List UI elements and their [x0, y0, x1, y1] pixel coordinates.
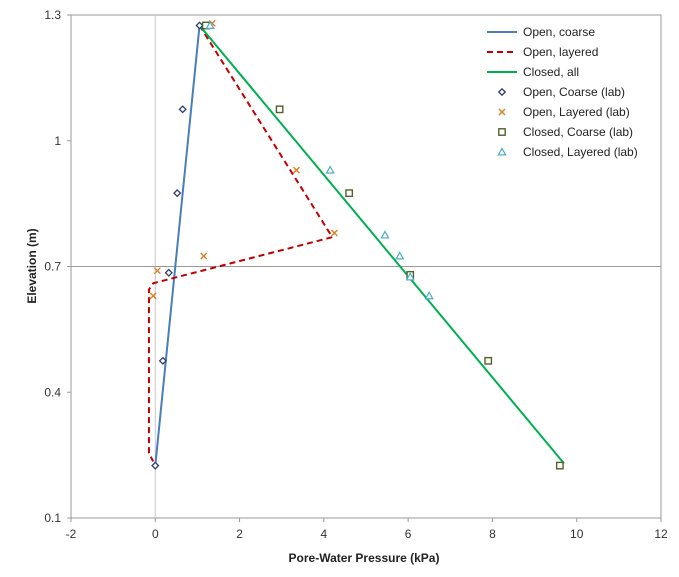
x-tick-label: 6 [405, 527, 412, 541]
data-point-open-coarse-lab [195, 21, 204, 30]
data-point-open-layered-lab [153, 267, 161, 275]
legend-swatch-closed-coarse-lab [498, 128, 506, 136]
data-point-closed-coarse-lab [275, 105, 284, 114]
data-point-open-coarse-lab [151, 461, 160, 470]
x-tick-label: 4 [321, 527, 328, 541]
data-point-open-coarse-lab [173, 189, 182, 198]
data-point-open-layered-lab-stroke [149, 292, 157, 300]
data-point-closed-layered-lab [395, 251, 405, 260]
legend-label-closed-all: Closed, all [523, 65, 579, 79]
x-axis-title: Pore-Water Pressure (kPa) [289, 551, 440, 565]
legend: Open, coarse Open, layered Closed, all Open… [487, 25, 638, 159]
y-tick-label: 1.3 [44, 8, 61, 22]
plot-area: -2 0 2 4 6 8 10 12 0.1 0.4 0.7 1 1.3 [44, 8, 668, 541]
data-point-open-layered-lab-stroke [330, 229, 338, 237]
data-point-closed-coarse-lab [484, 356, 493, 365]
data-point-open-coarse-lab [164, 268, 173, 277]
data-point-closed-layered-lab [325, 165, 335, 174]
y-axis-title: Elevation (m) [25, 228, 39, 303]
y-tick-label: 0.7 [44, 260, 61, 274]
x-tick-label: 10 [570, 527, 584, 541]
legend-label-open-coarse: Open, coarse [523, 25, 595, 39]
data-point-open-coarse-lab [178, 105, 187, 114]
data-point-open-layered-lab-stroke [153, 267, 161, 275]
data-point-closed-coarse-lab [555, 461, 564, 470]
legend-label-open-coarse-lab: Open, Coarse (lab) [523, 85, 625, 99]
x-tick-label: -2 [66, 527, 77, 541]
legend-label-closed-coarse-lab: Closed, Coarse (lab) [523, 125, 633, 139]
data-point-open-coarse-lab [158, 356, 167, 365]
data-point-open-layered-lab [330, 229, 338, 237]
data-point-closed-coarse-lab [345, 189, 354, 198]
x-tick-label: 8 [489, 527, 496, 541]
legend-label-open-layered-lab: Open, Layered (lab) [523, 105, 630, 119]
data-point-open-layered-lab [292, 166, 300, 174]
series-line-closed-all [198, 24, 565, 465]
data-point-open-layered-lab-stroke [292, 166, 300, 174]
y-tick-label: 0.4 [44, 385, 61, 399]
y-tick-label: 0.1 [44, 511, 61, 525]
y-tick-label: 1 [54, 134, 61, 148]
series-line-open-coarse [154, 25, 201, 466]
legend-swatch-open-coarse-lab [497, 87, 507, 97]
legend-label-closed-layered-lab: Closed, Layered (lab) [523, 145, 638, 159]
data-point-open-layered-lab [200, 252, 208, 260]
legend-swatch-open-layered-lab [498, 108, 506, 116]
x-tick-label: 12 [654, 527, 668, 541]
data-point-closed-layered-lab [405, 272, 415, 281]
x-tick-label: 2 [236, 527, 243, 541]
data-point-closed-layered-lab [205, 20, 215, 29]
data-point-open-layered-lab-stroke [200, 252, 208, 260]
legend-swatch-open-layered-lab-stroke [498, 108, 506, 116]
data-point-closed-layered-lab [424, 291, 434, 300]
legend-label-open-layered: Open, layered [523, 45, 598, 59]
x-tick-label: 0 [152, 527, 159, 541]
data-point-closed-layered-lab [380, 230, 390, 239]
data-point-open-layered-lab [149, 292, 157, 300]
legend-swatch-closed-layered-lab [497, 147, 507, 156]
